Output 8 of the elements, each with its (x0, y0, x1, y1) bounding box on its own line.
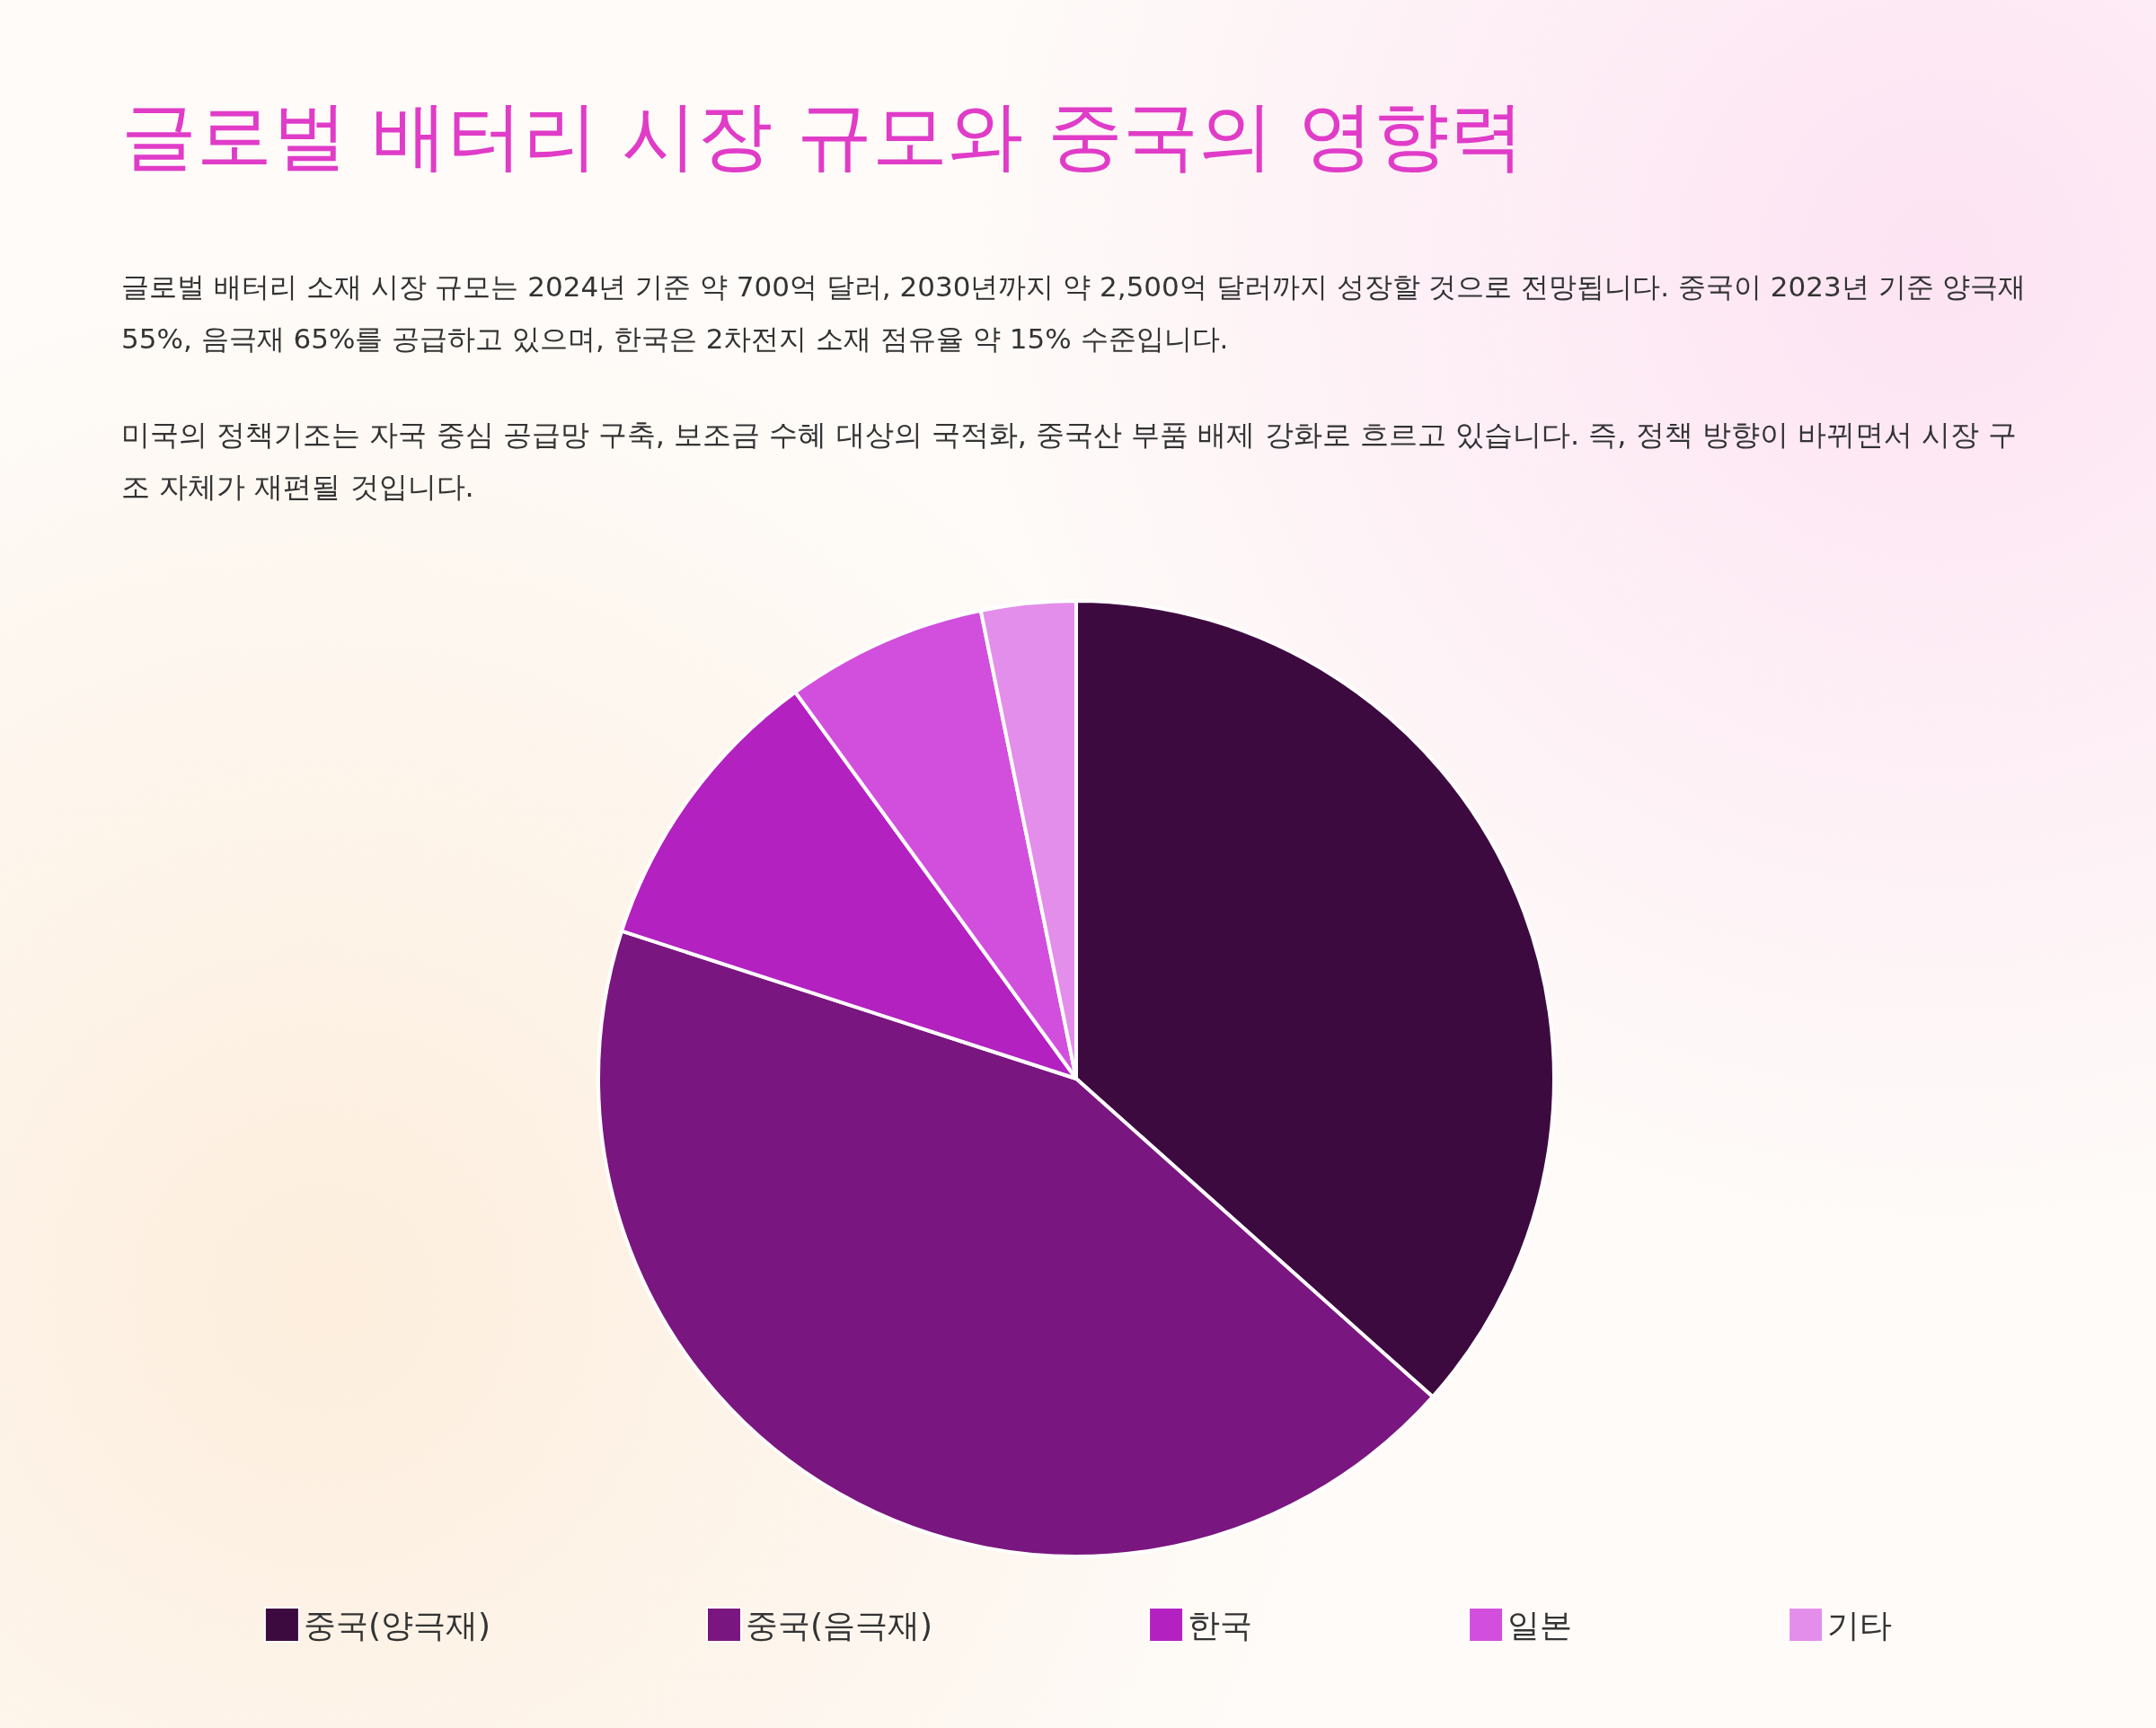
legend-label: 중국(양극재) (303, 1606, 490, 1644)
chart-title: 글로벌 배터리 시장 규모와 중국의 영향력 (121, 91, 1524, 181)
chart-subtitle: 글로벌 배터리 소재 시장 규모는 2024년 기준 약 700억 달러, 2030년까지 약 2,500억 달러까지 성장할 것으로 전망됩니다. 중국이 2023년 기준 양극재 55%, 음극재 65%를 공급하고 있으며, 한국은 2차전지 소재 점유율 약 15% 수준입니다. (121, 269, 2028, 357)
legend-label: 기타 (1827, 1606, 1893, 1644)
legend-label: 중국(음극재) (746, 1606, 933, 1644)
legend-label: 일본 (1507, 1606, 1573, 1644)
legend-label: 한국 (1188, 1606, 1253, 1644)
text: 미국의 정책기조는 자국 중심 공급망 구축, 보조금 수혜 대상의 국적화, 중국산 부품 배제 강화로 흐르고 있습니다. 즉, 정책 방향이 바뀌면서 시장 구조 자체가 재편될 것입니다. (121, 417, 2019, 506)
